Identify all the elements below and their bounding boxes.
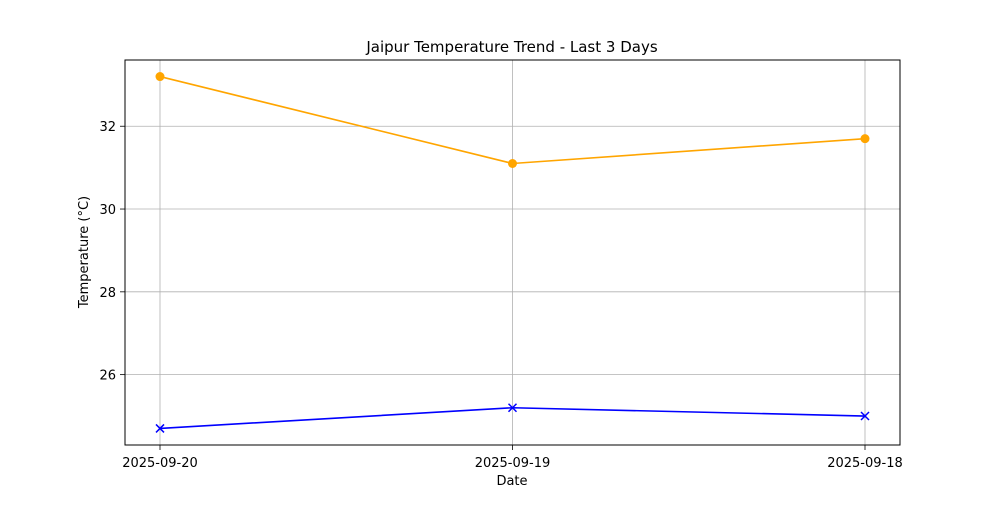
series-1-point (508, 158, 517, 168)
series-1-point (860, 134, 870, 144)
axes-layer: 2025-09-20 2025-09-19 2025-09-18 26 28 30 32 (99, 59, 903, 471)
series-1-point (155, 72, 165, 82)
series-layer (155, 72, 870, 433)
series-2-point (860, 411, 870, 421)
y-axis-label: Temperature (°C) (77, 196, 92, 309)
y-tick-label: 32 (99, 120, 116, 135)
series-2-point (507, 403, 518, 413)
x-tick-label: 2025-09-18 (827, 456, 903, 471)
x-tick-label: 2025-09-20 (122, 456, 198, 471)
series-2-point (155, 423, 165, 433)
y-tick-label: 30 (99, 203, 116, 218)
x-axis-label: Date (496, 474, 527, 489)
y-tick-label: 28 (99, 286, 116, 301)
chart-title: Jaipur Temperature Trend - Last 3 Days (365, 38, 657, 56)
plot-frame (124, 59, 901, 446)
y-tick-label: 26 (99, 369, 116, 384)
x-tick-label: 2025-09-19 (475, 456, 551, 471)
grid-layer (125, 60, 900, 445)
